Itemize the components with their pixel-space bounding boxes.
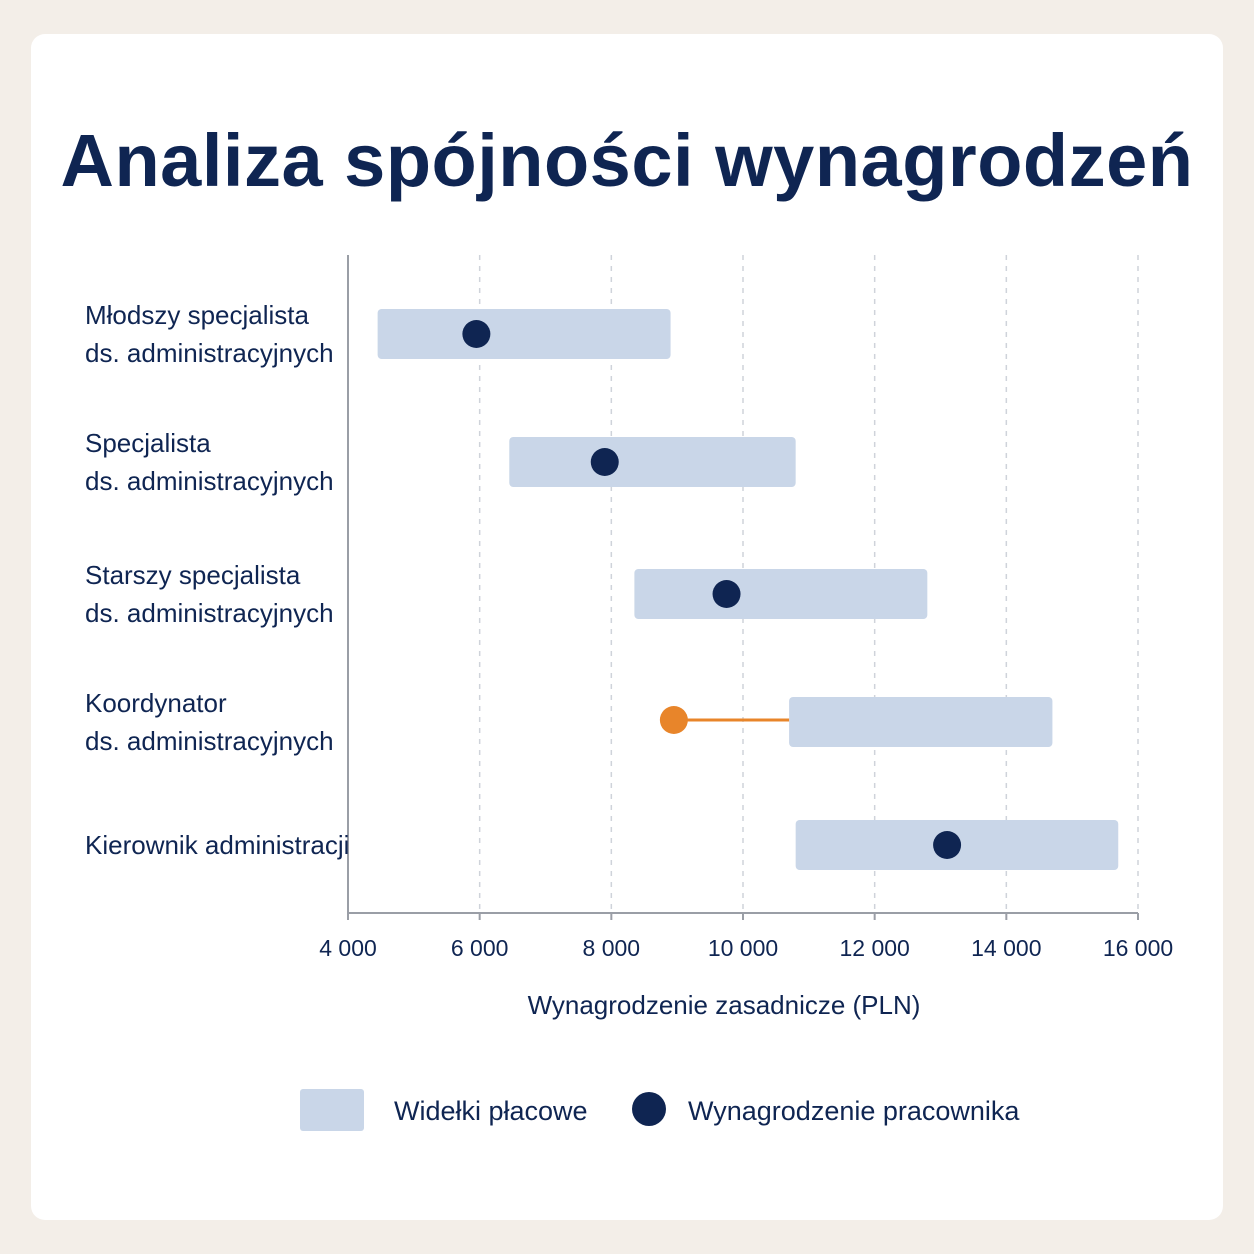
salary-range-bar [509, 437, 796, 487]
row-label-line: Specjalista [85, 428, 211, 458]
x-axis-title: Wynagrodzenie zasadnicze (PLN) [528, 990, 921, 1020]
row-label-line: ds. administracyjnych [85, 338, 334, 368]
salary-row: Specjalista ds. administracyjnych [85, 428, 796, 496]
salary-range-bar [377, 309, 671, 359]
x-tick-label: 8 000 [583, 935, 641, 961]
row-label: Kierownik administracji [85, 830, 349, 860]
x-tick-label: 12 000 [839, 935, 909, 961]
x-tick-labels: 4 000 6 000 8 000 10 000 12 000 14 000 16 000 [319, 913, 1173, 961]
salary-range-bar [634, 569, 928, 619]
salary-row: Starszy specjalista ds. administracyjnych [85, 560, 928, 628]
salary-row: Kierownik administracji [85, 820, 1119, 870]
salary-range-bar [789, 697, 1053, 747]
legend-range-label: Widełki płacowe [394, 1096, 588, 1126]
legend-range-swatch [300, 1089, 364, 1131]
salary-dot [462, 320, 491, 348]
row-label-line: Koordynator [85, 688, 227, 718]
row-label-line: Starszy specjalista [85, 560, 301, 590]
salary-row: Koordynator ds. administracyjnych [85, 688, 1053, 756]
row-label: Młodszy specjalista ds. administracyjnych [85, 300, 334, 368]
x-tick-label: 16 000 [1103, 935, 1173, 961]
row-label-line: ds. administracyjnych [85, 726, 334, 756]
chart-card [31, 34, 1223, 1220]
x-tick-label: 6 000 [451, 935, 509, 961]
salary-dot [590, 448, 619, 476]
salary-row: Młodszy specjalista ds. administracyjnych [85, 300, 671, 368]
row-label: Starszy specjalista ds. administracyjnych [85, 560, 334, 628]
row-label-line: ds. administracyjnych [85, 598, 334, 628]
row-label: Specjalista ds. administracyjnych [85, 428, 334, 496]
legend: Widełki płacowe Wynagrodzenie pracownika [300, 1089, 1020, 1131]
salary-dot [712, 580, 741, 608]
row-label: Koordynator ds. administracyjnych [85, 688, 334, 756]
salary-dot [933, 831, 962, 859]
row-label-line: Młodszy specjalista [85, 300, 310, 330]
row-label-line: Kierownik administracji [85, 830, 349, 860]
legend-dot-swatch [632, 1092, 666, 1126]
x-tick-label: 10 000 [708, 935, 778, 961]
legend-dot-label: Wynagrodzenie pracownika [688, 1096, 1020, 1126]
x-tick-label: 14 000 [971, 935, 1041, 961]
salary-dot-outlier [659, 706, 688, 734]
row-label-line: ds. administracyjnych [85, 466, 334, 496]
salary-rows: Młodszy specjalista ds. administracyjnych… [85, 300, 1119, 870]
x-tick-label: 4 000 [319, 935, 377, 961]
chart-title: Analiza spójności wynagrodzeń [60, 119, 1194, 202]
